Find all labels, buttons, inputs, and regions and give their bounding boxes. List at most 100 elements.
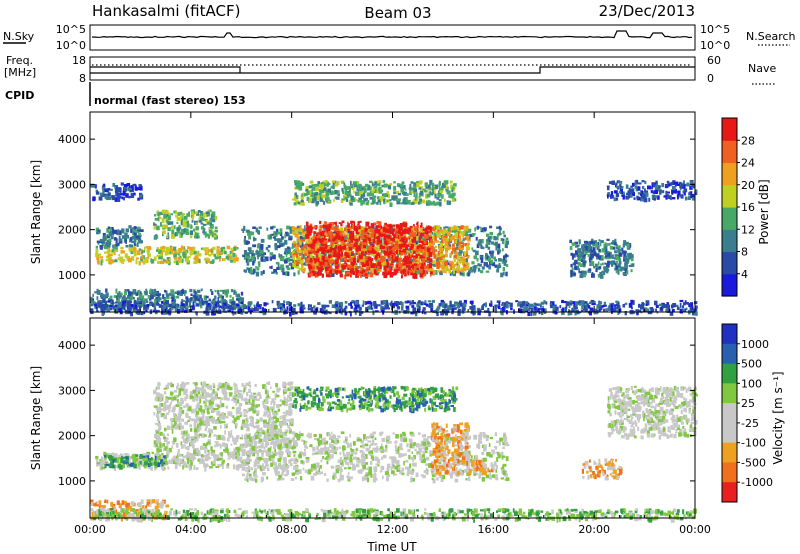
range-cell xyxy=(358,257,362,262)
range-cell xyxy=(334,196,338,200)
range-cell xyxy=(400,269,403,274)
range-cell xyxy=(350,180,352,186)
range-cell xyxy=(624,311,627,316)
range-cell xyxy=(428,303,433,307)
range-cell xyxy=(200,247,204,250)
range-cell xyxy=(373,185,378,189)
range-cell xyxy=(477,267,481,272)
range-cell xyxy=(452,247,455,252)
range-cell xyxy=(423,240,427,244)
range-cell xyxy=(111,302,115,305)
range-cell xyxy=(583,308,587,311)
range-cell xyxy=(366,232,369,235)
range-cell xyxy=(578,253,582,258)
range-cell xyxy=(243,250,247,255)
range-cell xyxy=(457,227,461,232)
range-cell xyxy=(216,302,219,306)
range-cell xyxy=(217,248,220,253)
range-cell xyxy=(173,260,178,264)
range-cell xyxy=(105,292,109,297)
range-cell xyxy=(149,303,152,306)
range-cell xyxy=(271,271,275,274)
range-cell xyxy=(303,255,306,260)
range-cell xyxy=(622,243,625,248)
range-cell xyxy=(596,256,599,260)
range-cell xyxy=(580,309,584,313)
range-cell xyxy=(311,262,315,267)
range-cell xyxy=(200,288,203,292)
range-cell xyxy=(221,295,224,299)
range-cell xyxy=(465,258,469,263)
range-cell xyxy=(288,237,292,241)
range-cell xyxy=(416,182,420,188)
range-cell xyxy=(593,311,598,315)
range-cell xyxy=(190,297,193,301)
range-cell xyxy=(390,230,394,234)
range-cell xyxy=(447,191,450,194)
range-cell xyxy=(584,245,588,251)
range-cell xyxy=(301,228,305,233)
range-cell xyxy=(471,302,474,306)
range-cell xyxy=(246,261,250,266)
range-cell xyxy=(422,271,425,275)
range-cell xyxy=(190,293,193,296)
range-cell xyxy=(380,189,384,193)
range-cell xyxy=(279,243,283,247)
range-cell xyxy=(198,215,201,220)
range-cell xyxy=(441,304,445,308)
range-cell xyxy=(328,249,332,253)
range-cell xyxy=(180,214,183,219)
range-cell xyxy=(591,273,595,278)
range-cell xyxy=(444,198,446,202)
range-cell xyxy=(425,258,428,261)
range-cell xyxy=(305,240,308,244)
range-cell xyxy=(428,202,433,206)
range-cell xyxy=(392,238,395,242)
range-cell xyxy=(256,244,260,249)
range-cell xyxy=(386,224,391,227)
range-cell xyxy=(456,247,460,251)
range-cell xyxy=(176,233,179,236)
range-cell xyxy=(602,271,606,276)
range-cell xyxy=(351,252,353,255)
range-cell xyxy=(380,249,384,253)
range-cell xyxy=(120,292,123,296)
range-cell xyxy=(426,264,430,270)
range-cell xyxy=(289,311,292,317)
range-cell xyxy=(187,255,191,259)
range-cell xyxy=(495,309,497,313)
range-cell xyxy=(126,183,131,187)
range-cell xyxy=(431,235,435,240)
range-cell xyxy=(214,289,217,293)
range-cell xyxy=(296,247,299,253)
range-cell xyxy=(120,182,124,186)
range-cell xyxy=(624,302,628,305)
range-cell xyxy=(354,228,356,231)
range-cell xyxy=(212,215,216,218)
range-cell xyxy=(324,261,328,266)
range-cell xyxy=(362,238,367,243)
range-cell xyxy=(449,234,453,239)
range-cell xyxy=(276,245,281,249)
range-cell xyxy=(103,294,107,299)
range-cell xyxy=(352,258,354,264)
range-cell xyxy=(426,257,430,261)
range-cell xyxy=(357,190,361,194)
range-cell xyxy=(416,267,420,271)
range-cell xyxy=(403,191,407,196)
range-cell xyxy=(295,246,298,251)
range-cell xyxy=(436,240,439,243)
range-cell xyxy=(610,308,614,312)
range-cell xyxy=(462,302,467,307)
range-cell xyxy=(371,258,374,261)
range-cell xyxy=(580,263,584,267)
range-cell xyxy=(344,252,348,257)
range-cell xyxy=(165,246,170,252)
range-cell xyxy=(244,235,246,239)
range-cell xyxy=(578,251,580,256)
range-cell xyxy=(367,200,370,204)
range-cell xyxy=(603,301,606,306)
range-cell xyxy=(128,195,131,199)
range-cell xyxy=(462,242,465,247)
range-cell xyxy=(193,289,196,294)
